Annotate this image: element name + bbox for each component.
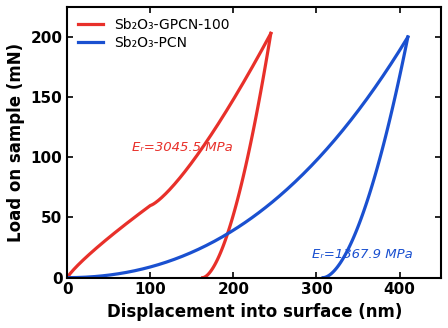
Sb₂O₃-PCN: [273, 197, 279, 201]
Sb₂O₃-GPCN-100: [121, 224, 126, 228]
Text: Eᵣ=1367.9 MPa: Eᵣ=1367.9 MPa: [312, 248, 413, 261]
Y-axis label: Load on sample (mN): Load on sample (mN): [7, 43, 25, 242]
Sb₂O₃-GPCN-100: [103, 238, 109, 242]
Line: Sb₂O₃-GPCN-100: Sb₂O₃-GPCN-100: [67, 33, 271, 277]
Sb₂O₃-PCN: [266, 203, 271, 207]
Sb₂O₃-GPCN-100: [73, 265, 78, 269]
Sb₂O₃-GPCN-100: [65, 276, 70, 279]
X-axis label: Displacement into surface (nm): Displacement into surface (nm): [107, 303, 402, 321]
Sb₂O₃-GPCN-100: [258, 50, 263, 54]
Sb₂O₃-PCN: [373, 84, 379, 88]
Sb₂O₃-GPCN-100: [78, 261, 83, 265]
Sb₂O₃-GPCN-100: [268, 31, 274, 35]
Text: Eᵣ=3045.5 MPa: Eᵣ=3045.5 MPa: [132, 141, 233, 154]
Line: Sb₂O₃-PCN: Sb₂O₃-PCN: [67, 37, 408, 277]
Sb₂O₃-PCN: [352, 114, 357, 118]
Sb₂O₃-GPCN-100: [251, 63, 256, 67]
Sb₂O₃-PCN: [66, 276, 71, 279]
Sb₂O₃-PCN: [405, 35, 410, 39]
Sb₂O₃-PCN: [65, 276, 70, 279]
Legend: Sb₂O₃-GPCN-100, Sb₂O₃-PCN: Sb₂O₃-GPCN-100, Sb₂O₃-PCN: [74, 14, 234, 54]
Sb₂O₃-PCN: [267, 202, 273, 206]
